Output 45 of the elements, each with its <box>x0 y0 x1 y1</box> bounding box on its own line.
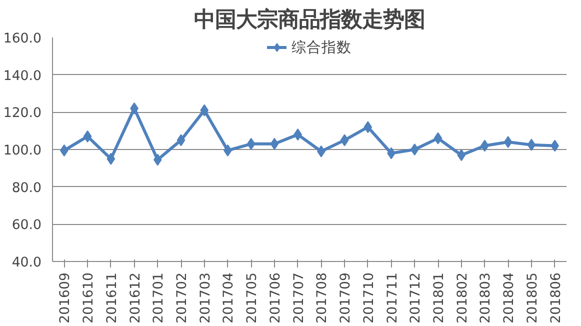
point <box>504 136 512 148</box>
point <box>410 144 419 156</box>
x-tick-label: 201709 <box>338 272 354 324</box>
chart-title: 中国大宗商品指数走势图 <box>194 8 425 32</box>
y-tick-label: 60.0 <box>12 218 42 234</box>
x-tick-label: 201707 <box>292 272 307 324</box>
x-tick-label: 201701 <box>152 272 167 324</box>
x-tick-label: 201610 <box>82 272 97 324</box>
point <box>457 149 466 162</box>
x-tick-label: 201806 <box>548 272 564 324</box>
y-tick-label: 160.0 <box>3 32 42 46</box>
point <box>364 121 372 134</box>
x-tick-label: 201711 <box>385 272 400 324</box>
x-tick-label: 201804 <box>502 272 518 324</box>
x-tick-label: 201805 <box>525 272 540 324</box>
x-tick-label: 201712 <box>408 272 424 324</box>
x-tick-label: 201702 <box>175 272 190 324</box>
x-tick-label: 201703 <box>198 272 214 324</box>
point <box>434 132 442 144</box>
x-tick-label: 201704 <box>222 272 237 324</box>
x-tick-label: 201803 <box>478 272 494 324</box>
point <box>527 138 536 151</box>
y-tick-label: 80.0 <box>12 180 42 196</box>
x-tick-label: 201612 <box>128 272 144 324</box>
point <box>246 138 256 150</box>
x-tick-label: 201801 <box>432 272 447 324</box>
x-tick-label: 201708 <box>315 272 330 324</box>
point <box>200 104 209 116</box>
y-tick-label: 100.0 <box>3 144 42 158</box>
x-tick-label: 201705 <box>245 272 260 324</box>
y-tick-label: 40.0 <box>12 256 42 270</box>
y-tick-label: 140.0 <box>3 68 42 84</box>
legend-label: 综合指数 <box>292 38 352 56</box>
point <box>106 152 116 165</box>
x-tick-label: 201710 <box>362 272 377 324</box>
x-tick-label: 201611 <box>104 272 120 324</box>
x-tick-label: 201609 <box>58 272 74 324</box>
point <box>83 130 92 142</box>
y-tick-label: 120.0 <box>3 106 42 122</box>
x-tick-label: 201706 <box>268 272 284 324</box>
point <box>270 138 279 150</box>
x-tick-label: 201802 <box>455 272 470 324</box>
point <box>176 134 186 146</box>
point <box>153 154 162 166</box>
point <box>340 134 349 146</box>
